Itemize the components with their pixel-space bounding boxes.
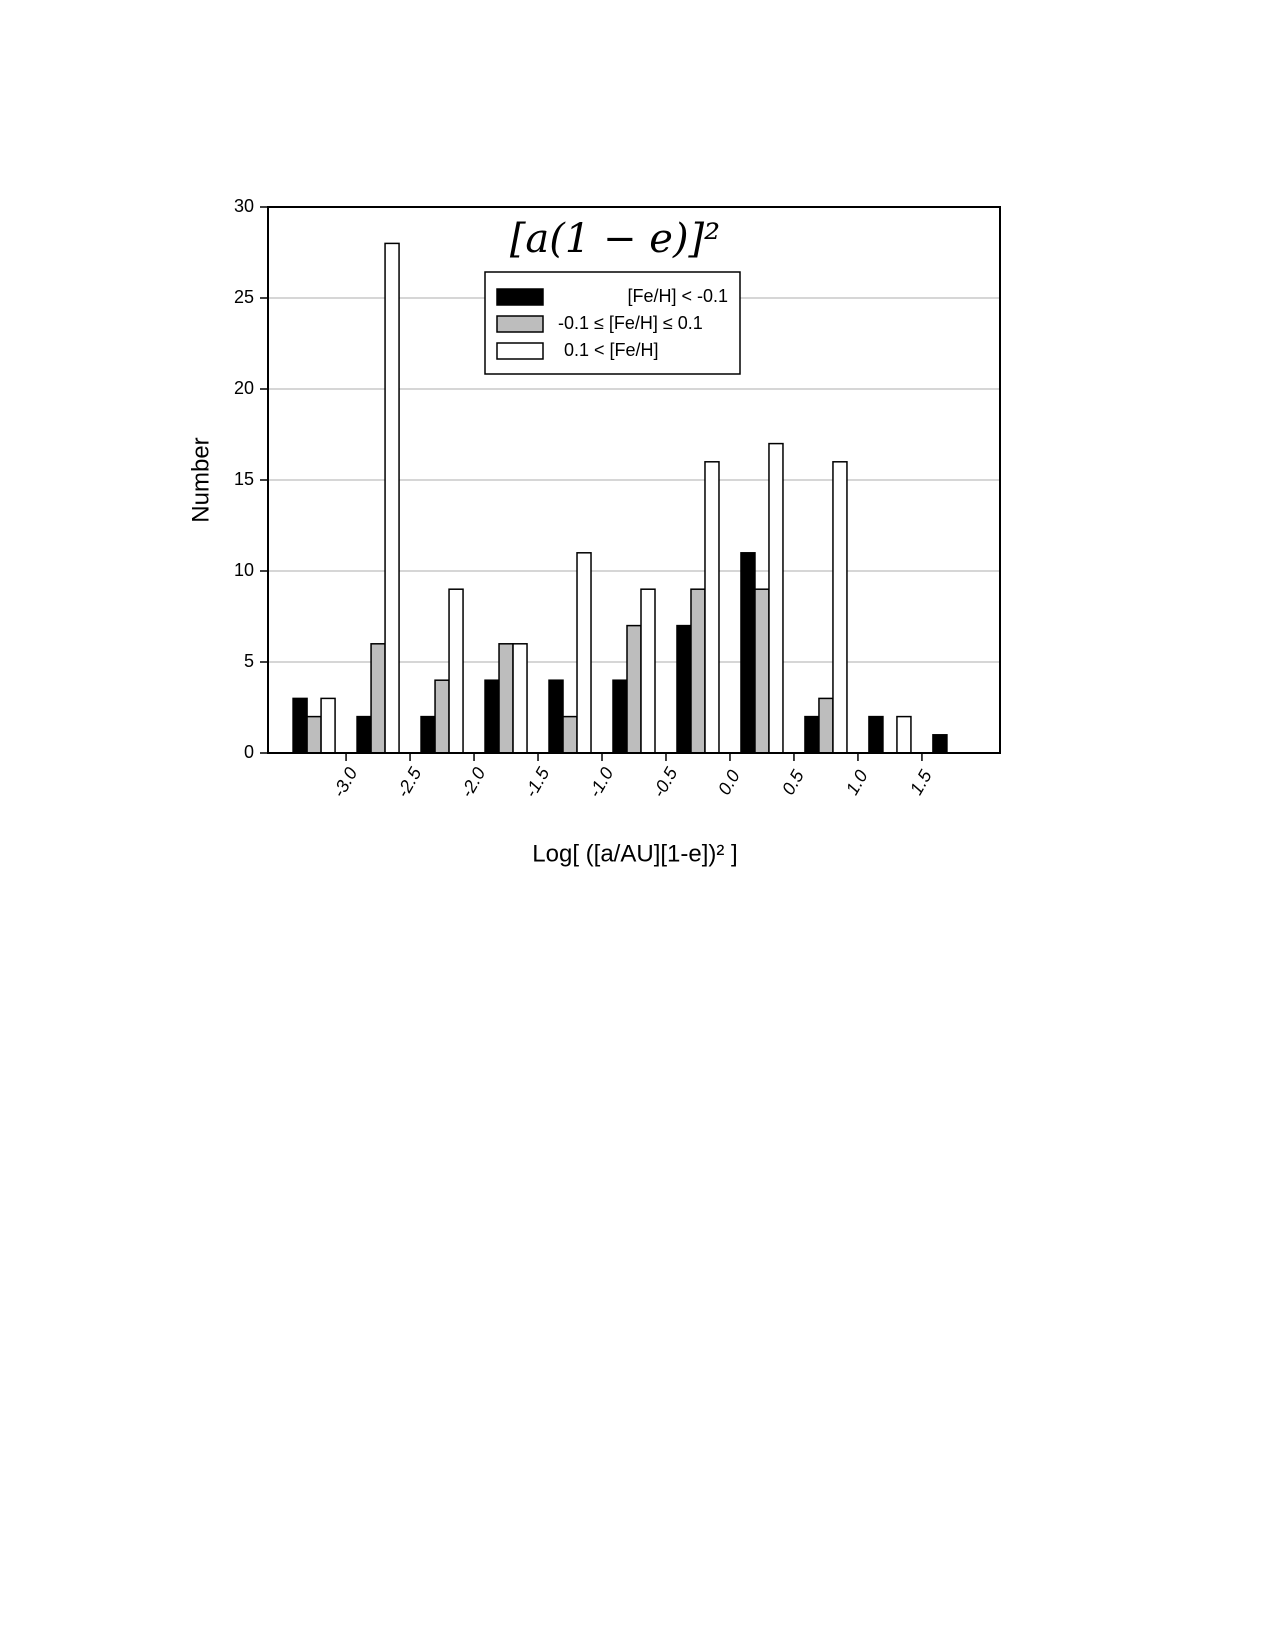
bar xyxy=(306,715,322,754)
y-tick-label: 25 xyxy=(234,287,254,307)
bar xyxy=(754,588,770,754)
x-tick-label: 1.0 xyxy=(842,767,872,799)
bar xyxy=(640,588,656,754)
bar xyxy=(896,715,912,754)
bar xyxy=(420,715,436,754)
bar xyxy=(384,242,400,754)
x-tick-label: 1.5 xyxy=(906,766,936,799)
x-tick-label: 0.5 xyxy=(778,766,808,799)
bar xyxy=(676,624,692,754)
y-tick-label: 15 xyxy=(234,469,254,489)
x-tick-label: -2.0 xyxy=(457,764,490,801)
x-tick-label: -0.5 xyxy=(648,763,681,801)
bar xyxy=(498,643,514,754)
legend-label: -0.1 ≤ [Fe/H] ≤ 0.1 xyxy=(558,313,703,333)
bar xyxy=(612,679,628,754)
x-tick-label: -3.0 xyxy=(329,764,362,801)
bar xyxy=(370,643,386,754)
legend-label: [Fe/H] < -0.1 xyxy=(627,286,728,306)
bar xyxy=(818,697,834,754)
x-tick-label: -1.5 xyxy=(521,763,554,801)
y-axis-label: Number xyxy=(187,437,214,522)
bar xyxy=(932,734,948,754)
chart-title: [a(1 − e)]² xyxy=(510,216,720,262)
bar xyxy=(740,552,756,754)
legend-label: 0.1 < [Fe/H] xyxy=(564,340,659,360)
bar xyxy=(512,643,528,754)
bar xyxy=(434,679,450,754)
bar xyxy=(548,679,564,754)
y-tick-label: 0 xyxy=(244,742,254,762)
legend-swatch xyxy=(496,315,544,333)
bar xyxy=(292,697,308,754)
bar xyxy=(868,715,884,754)
bar xyxy=(704,461,720,754)
bar xyxy=(804,715,820,754)
x-tick-label: -1.0 xyxy=(585,764,618,801)
legend-swatch xyxy=(496,288,544,306)
bar xyxy=(448,588,464,754)
y-tick-label: 20 xyxy=(234,378,254,398)
x-axis-label: Log[ ([a/AU][1-e])² ] xyxy=(532,840,737,867)
bar xyxy=(320,697,336,754)
y-tick-label: 10 xyxy=(234,560,254,580)
bar xyxy=(768,442,784,754)
bar xyxy=(690,588,706,754)
plot-frame xyxy=(267,206,1001,754)
y-tick-label: 30 xyxy=(234,196,254,216)
x-tick-label: -2.5 xyxy=(393,763,426,801)
bar xyxy=(576,552,592,754)
bar xyxy=(562,715,578,754)
bar xyxy=(484,679,500,754)
x-tick-label: 0.0 xyxy=(714,767,744,799)
legend-swatch xyxy=(496,342,544,360)
bar xyxy=(626,624,642,754)
y-tick-label: 5 xyxy=(244,651,254,671)
bar xyxy=(356,715,372,754)
bar xyxy=(832,461,848,754)
